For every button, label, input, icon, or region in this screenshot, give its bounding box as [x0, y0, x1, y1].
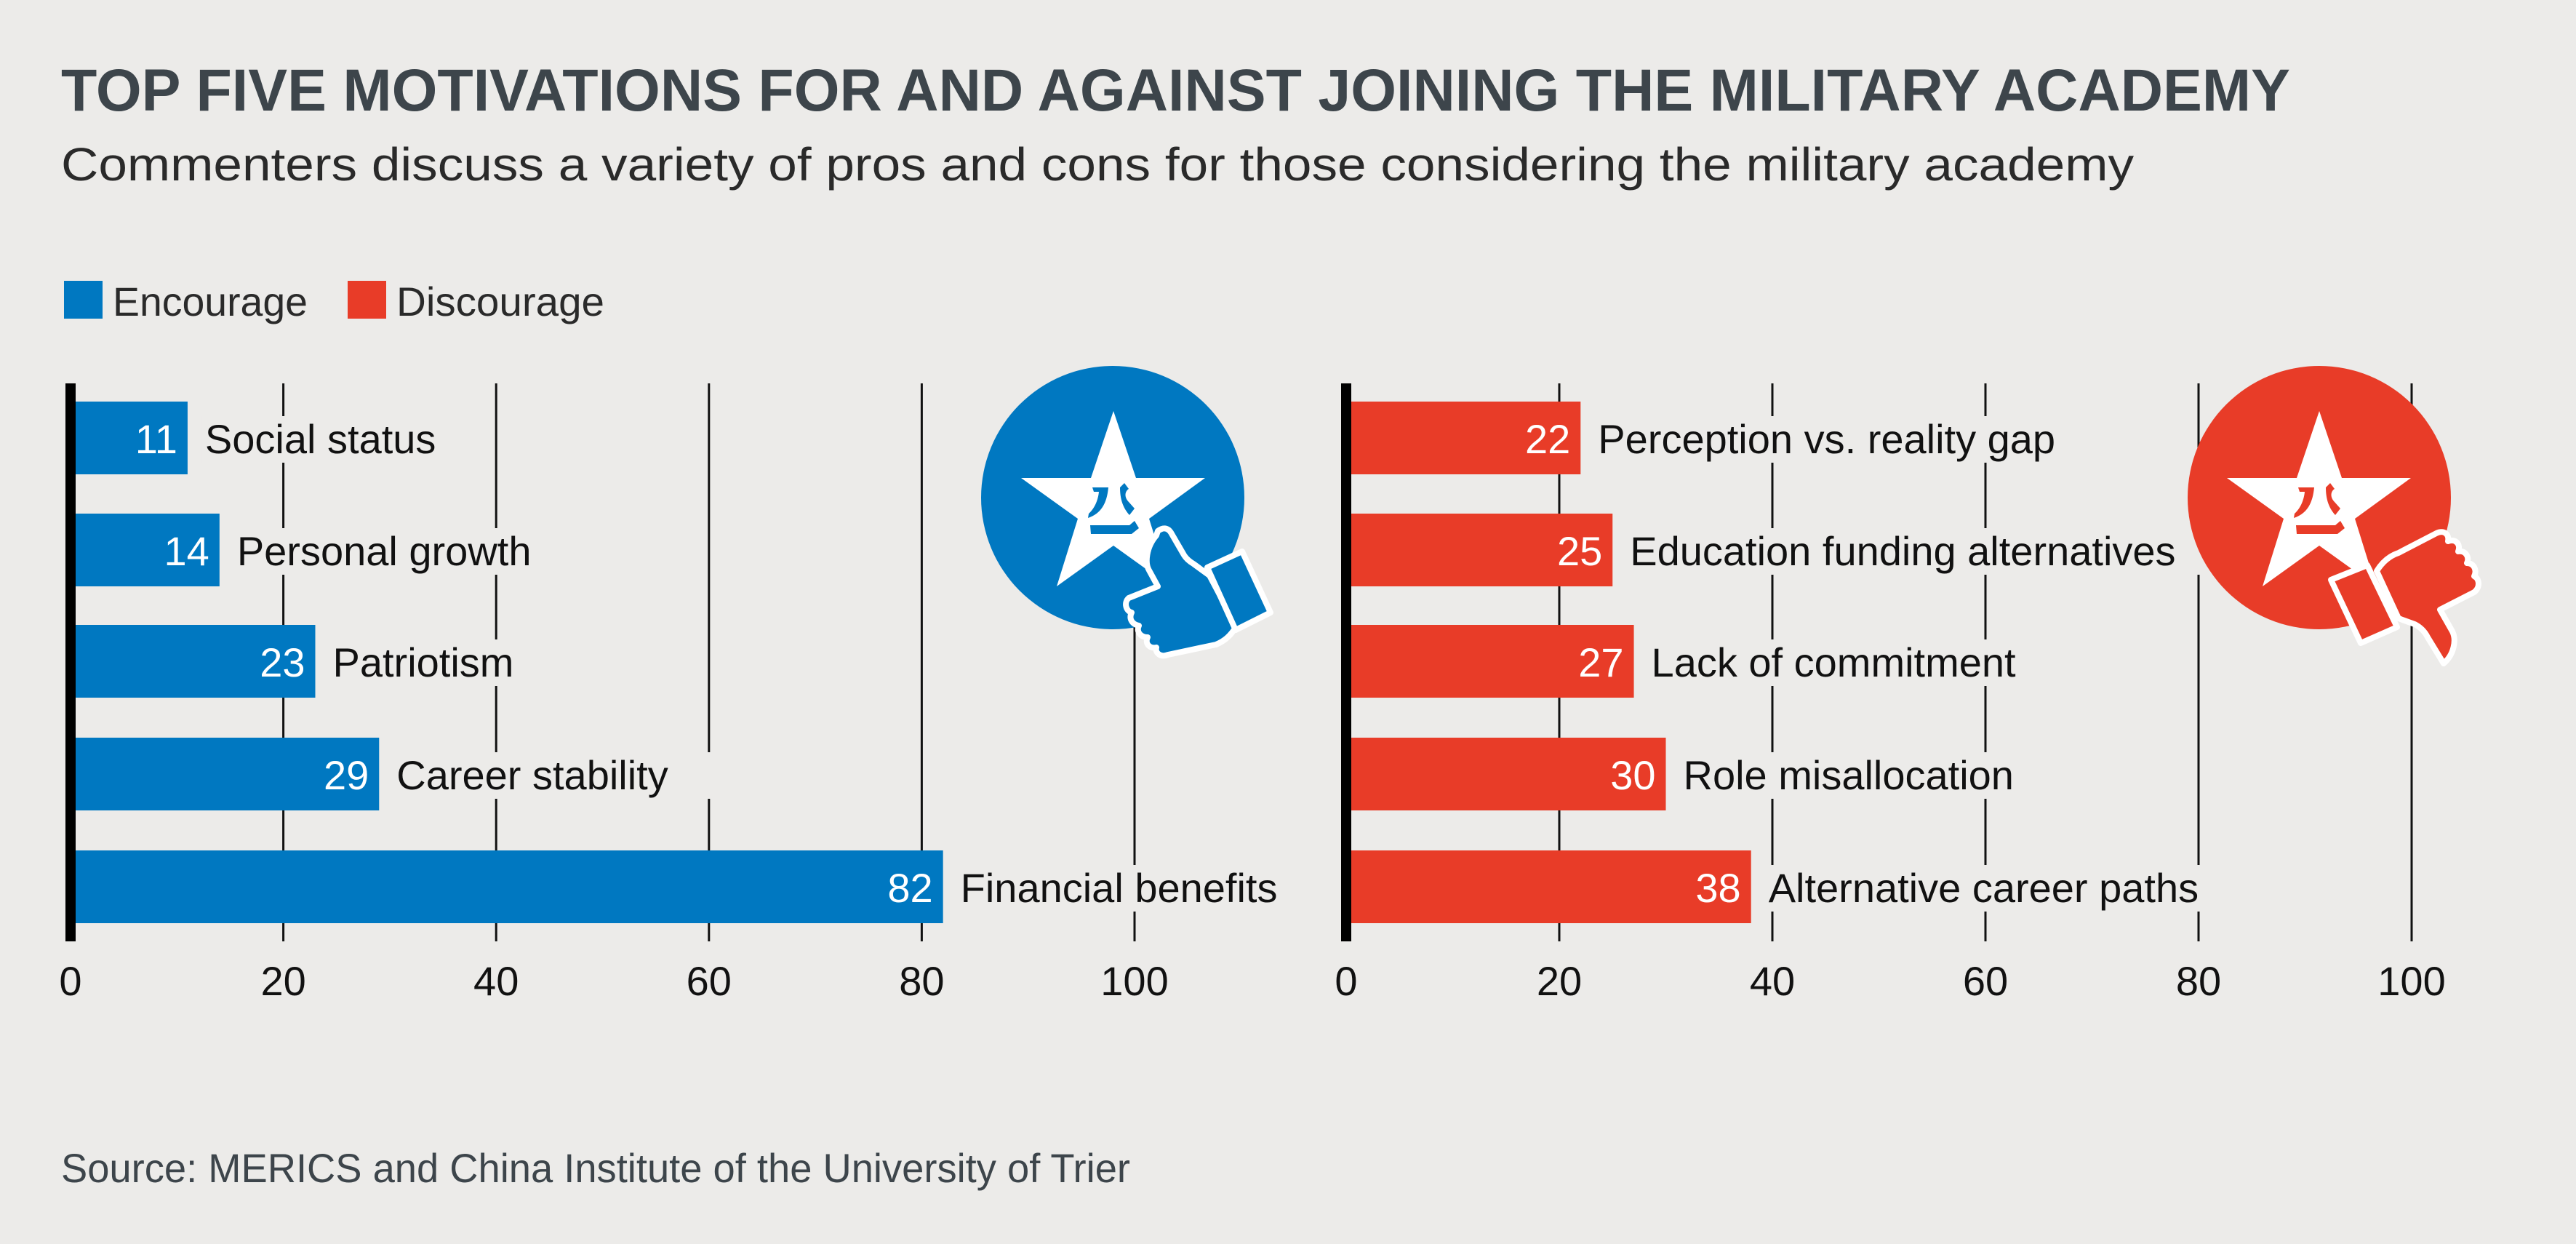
discourage-tick-labels: 0 20 40 60 80 100 — [1335, 958, 2445, 1004]
thumbs-down-cuff-icon — [2328, 562, 2400, 646]
bar — [76, 850, 943, 923]
legend-swatch-discourage — [348, 281, 386, 319]
bar-category-label: Personal growth — [237, 528, 532, 574]
bar-value-label: 23 — [260, 639, 305, 685]
bar-value-label: 38 — [1695, 865, 1740, 911]
bar — [1351, 850, 1751, 923]
label-background — [201, 416, 463, 463]
bar-category-label: Career stability — [396, 752, 668, 798]
label-background — [957, 865, 1317, 912]
x-tick-label: 20 — [260, 958, 305, 1004]
bar-category-label: Perception vs. reality gap — [1598, 416, 2055, 462]
discourage-chart: 22 Perception vs. reality gap 25 Education … — [1335, 383, 2446, 1004]
bar-value-label: 30 — [1610, 752, 1655, 798]
label-background — [1680, 752, 2040, 799]
legend-item-discourage: Discourage — [348, 279, 604, 324]
bar — [1351, 738, 1666, 810]
star-icon — [2227, 411, 2411, 586]
bar — [76, 402, 188, 474]
label-background — [393, 752, 714, 799]
x-tick-label: 40 — [473, 958, 519, 1004]
legend-swatch-encourage — [64, 281, 103, 319]
x-tick-label: 80 — [899, 958, 944, 1004]
bar-value-label: 82 — [887, 865, 932, 911]
x-tick-label: 20 — [1537, 958, 1582, 1004]
encourage-tick-labels: 0 20 40 60 80 100 — [59, 958, 1168, 1004]
x-tick-label: 100 — [2377, 958, 2445, 1004]
label-background — [233, 528, 535, 575]
encourage-bars: 11 Social status 14 Personal growth 23 Patrio… — [76, 402, 1277, 923]
bar — [1351, 514, 1613, 586]
label-background — [1627, 528, 2223, 575]
thumbs-down-icon — [2374, 529, 2481, 666]
label-background — [1595, 416, 2112, 463]
label-background — [1648, 639, 2008, 686]
label-background — [329, 639, 532, 686]
x-tick-label: 60 — [687, 958, 732, 1004]
bar — [1351, 625, 1634, 698]
x-tick-label: 40 — [1750, 958, 1795, 1004]
bar-category-label: Lack of commitment — [1652, 639, 2016, 685]
x-tick-label: 80 — [2176, 958, 2221, 1004]
bar-category-label: Patriotism — [332, 639, 513, 685]
star-emblem-thumbs-down-icon — [2188, 366, 2481, 666]
bar-value-label: 11 — [135, 416, 177, 462]
bar-value-label: 27 — [1578, 639, 1623, 685]
x-tick-label: 0 — [59, 958, 81, 1004]
x-tick-label: 100 — [1100, 958, 1168, 1004]
bar-category-label: Education funding alternatives — [1630, 528, 2175, 574]
encourage-chart: 11 Social status 14 Personal growth 23 Patrio… — [59, 383, 1317, 1004]
bar — [76, 625, 316, 698]
legend-item-encourage: Encourage — [64, 279, 308, 324]
discourage-label-masks — [1595, 416, 2243, 912]
star-emblem-thumbs-up-icon — [981, 366, 1273, 659]
bayi-emblem-icon — [1088, 483, 1139, 534]
bar-category-label: Role misallocation — [1684, 752, 2014, 798]
bar-value-label: 25 — [1557, 528, 1602, 574]
x-tick-label: 60 — [1963, 958, 2008, 1004]
x-tick-label: 0 — [1335, 958, 1357, 1004]
discourage-bars: 22 Perception vs. reality gap 25 Education … — [1351, 402, 2199, 923]
encourage-label-masks — [201, 416, 1317, 912]
bar-value-label: 29 — [324, 752, 369, 798]
bar-value-label: 22 — [1525, 416, 1570, 462]
legend: Encourage Discourage — [64, 279, 604, 324]
label-background — [1765, 865, 2243, 912]
bar — [76, 514, 220, 586]
source-note: Source: MERICS and China Institute of th… — [61, 1145, 1130, 1191]
chart-title: TOP FIVE MOTIVATIONS FOR AND AGAINST JOI… — [61, 57, 2290, 124]
bar-category-label: Financial benefits — [961, 865, 1278, 911]
bar-category-label: Alternative career paths — [1769, 865, 2199, 911]
bar — [1351, 402, 1581, 474]
thumbs-up-cuff-icon — [1204, 549, 1273, 633]
bar-value-label: 14 — [164, 528, 209, 574]
chart-subtitle: Commenters discuss a variety of pros and… — [61, 138, 2134, 191]
thumbs-up-icon — [1123, 525, 1239, 659]
legend-label-discourage: Discourage — [396, 279, 604, 324]
legend-label-encourage: Encourage — [113, 279, 308, 324]
bayi-emblem-icon — [2294, 483, 2345, 534]
bar-category-label: Social status — [205, 416, 436, 462]
bar — [76, 738, 380, 810]
star-icon — [1021, 411, 1205, 586]
